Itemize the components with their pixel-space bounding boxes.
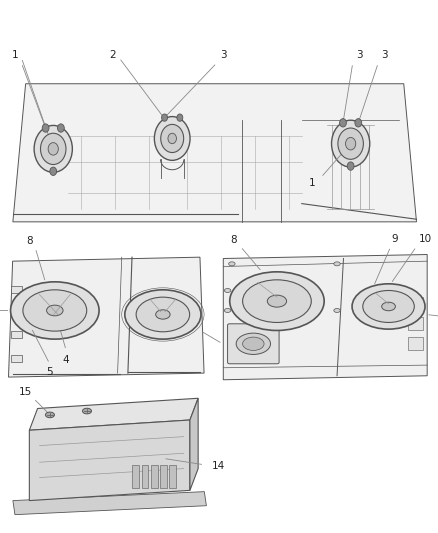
Circle shape (11, 282, 99, 339)
Bar (408, 297, 423, 310)
Circle shape (230, 272, 324, 330)
Circle shape (136, 297, 190, 332)
Circle shape (46, 305, 63, 316)
Circle shape (338, 128, 364, 159)
Polygon shape (13, 491, 206, 515)
Bar (170, 465, 176, 488)
Circle shape (162, 114, 167, 122)
Text: 9: 9 (392, 233, 398, 244)
Polygon shape (190, 398, 198, 490)
Circle shape (40, 133, 66, 165)
Polygon shape (29, 420, 190, 500)
Circle shape (229, 262, 235, 266)
Polygon shape (8, 257, 204, 377)
Polygon shape (223, 255, 427, 379)
Text: 4: 4 (63, 355, 70, 365)
Bar (11, 286, 22, 293)
Circle shape (42, 124, 49, 132)
Circle shape (267, 295, 286, 307)
Text: 2: 2 (110, 50, 116, 60)
Circle shape (332, 120, 370, 167)
Circle shape (347, 162, 354, 170)
Text: 3: 3 (220, 50, 226, 60)
Circle shape (224, 309, 231, 312)
Text: 5: 5 (46, 367, 53, 377)
Text: 14: 14 (212, 461, 226, 471)
Circle shape (168, 133, 177, 144)
Circle shape (355, 119, 362, 127)
Bar (151, 465, 158, 488)
Circle shape (236, 333, 271, 354)
Bar (11, 309, 22, 316)
Bar (11, 331, 22, 338)
Text: 15: 15 (18, 387, 32, 397)
Text: 3: 3 (381, 50, 388, 60)
Circle shape (23, 290, 87, 331)
Polygon shape (13, 84, 417, 222)
Text: 8: 8 (26, 236, 32, 246)
Circle shape (57, 124, 64, 132)
Circle shape (155, 310, 170, 319)
Text: 1: 1 (309, 178, 316, 188)
Bar (11, 355, 22, 362)
Text: 3: 3 (356, 50, 363, 60)
Circle shape (334, 262, 340, 266)
Circle shape (125, 290, 201, 339)
Circle shape (177, 114, 183, 122)
Polygon shape (29, 398, 198, 430)
Circle shape (243, 280, 311, 322)
Circle shape (34, 125, 72, 172)
Circle shape (82, 408, 92, 414)
Bar (141, 465, 148, 488)
FancyBboxPatch shape (228, 324, 279, 364)
Text: 1: 1 (12, 50, 18, 60)
Circle shape (48, 143, 58, 155)
Text: 8: 8 (231, 235, 237, 245)
Text: 10: 10 (418, 233, 431, 244)
Circle shape (154, 117, 190, 160)
Bar (408, 317, 423, 330)
Bar (408, 337, 423, 351)
Circle shape (363, 290, 414, 322)
Circle shape (46, 412, 54, 418)
Circle shape (334, 309, 340, 312)
Bar (160, 465, 167, 488)
Circle shape (346, 138, 356, 150)
Circle shape (352, 284, 425, 329)
Bar (132, 465, 139, 488)
Circle shape (381, 302, 396, 311)
Circle shape (224, 288, 231, 293)
Circle shape (339, 119, 346, 127)
Circle shape (243, 337, 264, 351)
Circle shape (161, 124, 184, 152)
Text: 7: 7 (232, 342, 238, 351)
Circle shape (50, 167, 57, 175)
